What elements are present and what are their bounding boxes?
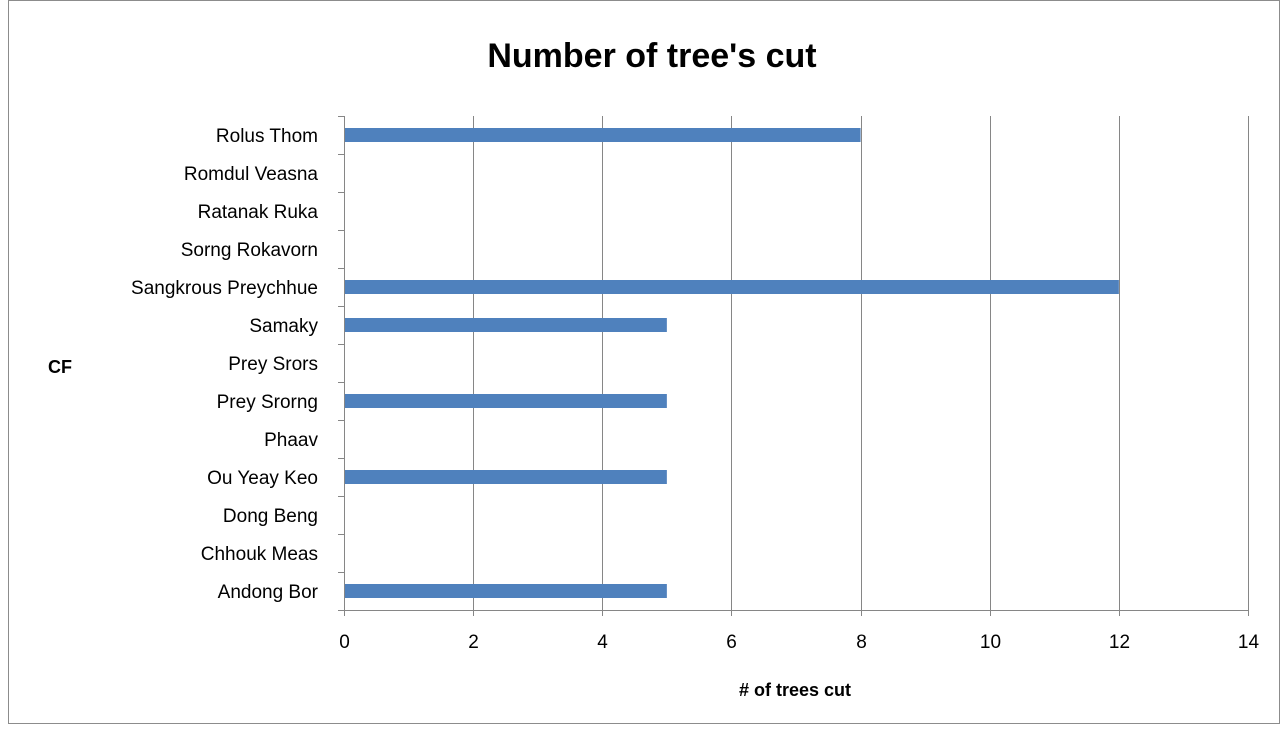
y-tick-label: Chhouk Meas: [201, 544, 318, 565]
x-tick-label: 2: [468, 632, 479, 653]
y-tick-label: Ou Yeay Keo: [207, 468, 318, 489]
x-tick-label: 0: [339, 632, 350, 653]
x-tick-label: 4: [597, 632, 608, 653]
bar: [345, 318, 667, 332]
chart-title: Number of tree's cut: [487, 37, 816, 75]
y-tick-label: Dong Beng: [223, 506, 318, 527]
y-tick-label: Sangkrous Preychhue: [131, 278, 318, 299]
bar: [345, 280, 1119, 294]
bar: [345, 394, 667, 408]
y-tick-label: Phaav: [264, 430, 318, 451]
tick-labels: 0 2 4 6 8 10 12 14 Andong Bor Chhouk Meas Dong Ben…: [131, 126, 1259, 653]
y-tick-label: Prey Srors: [228, 354, 318, 375]
axes: [338, 116, 1249, 616]
bar: [345, 128, 861, 142]
x-tick-label: 12: [1109, 632, 1130, 653]
gridlines: [473, 116, 1249, 610]
y-axis-title: CF: [48, 357, 72, 377]
chart-frame: [8, 0, 1280, 724]
bar: [345, 584, 667, 598]
y-tick-label: Samaky: [249, 316, 318, 337]
x-tick-label: 8: [856, 632, 867, 653]
x-tick-label: 10: [980, 632, 1001, 653]
bars: [345, 128, 1119, 598]
y-tick-label: Romdul Veasna: [184, 164, 319, 185]
bar: [345, 470, 667, 484]
y-tick-label: Prey Srorng: [217, 392, 318, 413]
x-axis-title: # of trees cut: [739, 680, 851, 700]
y-tick-label: Ratanak Ruka: [198, 202, 319, 223]
y-tick-label: Sorng Rokavorn: [181, 240, 318, 261]
x-tick-label: 6: [726, 632, 737, 653]
y-tick-label: Andong Bor: [218, 582, 319, 603]
x-tick-label: 14: [1238, 632, 1260, 653]
y-tick-label: Rolus Thom: [216, 126, 318, 147]
